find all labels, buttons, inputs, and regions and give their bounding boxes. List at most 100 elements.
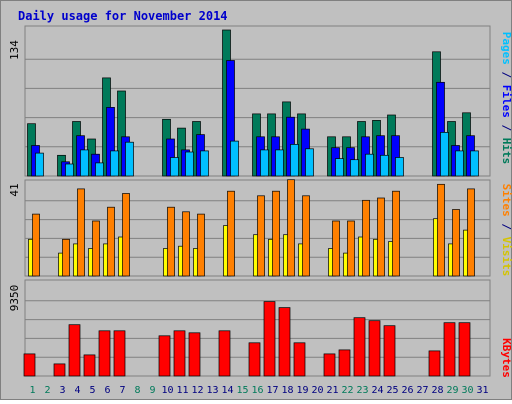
- bar-pages-day-18: [290, 144, 299, 177]
- bar-pages-day-29: [455, 150, 464, 177]
- bar-pages-day-3: [65, 163, 74, 177]
- bar-kbytes-day-21: [323, 353, 336, 377]
- bar-pages-day-7: [125, 141, 134, 177]
- bar-kbytes-day-4: [68, 324, 81, 377]
- bar-kbytes-day-6: [98, 330, 111, 377]
- day-label: 1: [29, 385, 35, 396]
- bar-pages-day-12: [200, 150, 209, 177]
- bar-sites-day-12: [197, 213, 205, 277]
- bar-pages-day-16: [260, 149, 269, 177]
- day-label: 9: [149, 385, 155, 396]
- bar-sites-day-22: [347, 220, 355, 277]
- bar-sites-day-21: [332, 220, 340, 277]
- kbytes-panel: [23, 279, 491, 377]
- bar-pages-day-28: [440, 132, 449, 177]
- bar-sites-day-23: [362, 199, 370, 277]
- bar-sites-day-14: [227, 190, 235, 277]
- day-axis-labels: 1 2 3 4 5 6 7 8 9 10 11 12 13 14 15 16 17 18 19 20 21 22 23 24 2…: [29, 385, 488, 396]
- legend-files: Files: [500, 85, 512, 118]
- bar-pages-day-21: [335, 158, 344, 177]
- bar-kbytes-day-3: [53, 363, 66, 377]
- bar-kbytes-day-12: [188, 332, 201, 377]
- legend-sep-1: /: [500, 65, 512, 85]
- bar-kbytes-day-10: [158, 335, 171, 377]
- bar-kbytes-day-24: [368, 320, 381, 377]
- bar-kbytes-day-18: [278, 307, 291, 377]
- day-label: 11: [176, 385, 188, 396]
- bar-pages-day-11: [185, 151, 194, 177]
- bar-kbytes-day-11: [173, 330, 186, 377]
- bar-sites-day-1: [32, 213, 40, 277]
- bar-pages-day-25: [395, 157, 404, 177]
- middle-ymax-label: 41: [8, 183, 21, 196]
- legend-hits: Hits: [500, 138, 512, 165]
- bar-pages-day-5: [95, 162, 104, 177]
- visits-sites-panel: [24, 179, 491, 277]
- bar-sites-day-18: [287, 179, 295, 277]
- day-label: 22: [341, 385, 353, 396]
- bar-kbytes-day-22: [338, 349, 351, 377]
- bar-pages-day-23: [365, 153, 374, 177]
- day-label: 12: [191, 385, 203, 396]
- legend-sep-3: /: [500, 217, 512, 237]
- bar-sites-day-6: [107, 206, 115, 277]
- bar-sites-day-11: [182, 211, 190, 277]
- day-label: 5: [89, 385, 95, 396]
- bar-pages-day-22: [350, 159, 359, 177]
- day-label: 24: [371, 385, 383, 396]
- bar-kbytes-day-7: [113, 330, 126, 377]
- bar-sites-day-24: [377, 197, 385, 277]
- bar-pages-day-4: [80, 149, 89, 177]
- bar-kbytes-day-5: [83, 354, 96, 377]
- day-label: 18: [281, 385, 293, 396]
- bottom-ymax-label: 9350: [8, 285, 21, 312]
- legend-sites: Sites: [500, 184, 512, 217]
- day-label: 7: [119, 385, 125, 396]
- bar-kbytes-day-30: [458, 322, 471, 377]
- day-label: 28: [431, 385, 443, 396]
- day-label: 21: [326, 385, 338, 396]
- day-label: 26: [401, 385, 413, 396]
- day-label: 20: [311, 385, 323, 396]
- day-label: 16: [251, 385, 263, 396]
- day-label: 17: [266, 385, 278, 396]
- hits-files-pages-panel: [24, 25, 491, 177]
- day-label: 30: [461, 385, 473, 396]
- bar-sites-day-10: [167, 206, 175, 277]
- day-label: 8: [134, 385, 140, 396]
- day-label: 14: [221, 385, 233, 396]
- bar-sites-day-25: [392, 190, 400, 277]
- top-series-legend: Pages / Files / Hits: [500, 32, 512, 165]
- legend-sep-2: /: [500, 118, 512, 138]
- day-label: 25: [386, 385, 398, 396]
- day-label: 19: [296, 385, 308, 396]
- day-label: 29: [446, 385, 458, 396]
- day-label: 3: [59, 385, 65, 396]
- bar-pages-day-17: [275, 149, 284, 177]
- bar-sites-day-29: [452, 209, 460, 277]
- middle-series-legend: Sites / Visits: [500, 184, 512, 277]
- bar-sites-day-19: [302, 195, 310, 277]
- bar-sites-day-30: [467, 188, 475, 277]
- day-label: 15: [236, 385, 248, 396]
- legend-kbytes: KBytes: [500, 338, 512, 378]
- day-label: 2: [44, 385, 50, 396]
- bar-sites-day-7: [122, 193, 130, 277]
- bar-kbytes-day-29: [443, 322, 456, 377]
- legend-pages: Pages: [500, 32, 512, 65]
- bar-kbytes-day-23: [353, 317, 366, 377]
- bar-kbytes-day-19: [293, 342, 306, 377]
- bar-pages-day-10: [170, 157, 179, 177]
- bar-pages-day-30: [470, 150, 479, 177]
- day-label: 31: [476, 385, 488, 396]
- day-label: 6: [104, 385, 110, 396]
- bar-kbytes-day-16: [248, 342, 261, 377]
- legend-visits: Visits: [500, 237, 512, 277]
- bar-pages-day-1: [35, 152, 44, 177]
- day-label: 13: [206, 385, 218, 396]
- bar-sites-day-16: [257, 195, 265, 277]
- top-ymax-label: 134: [8, 40, 21, 60]
